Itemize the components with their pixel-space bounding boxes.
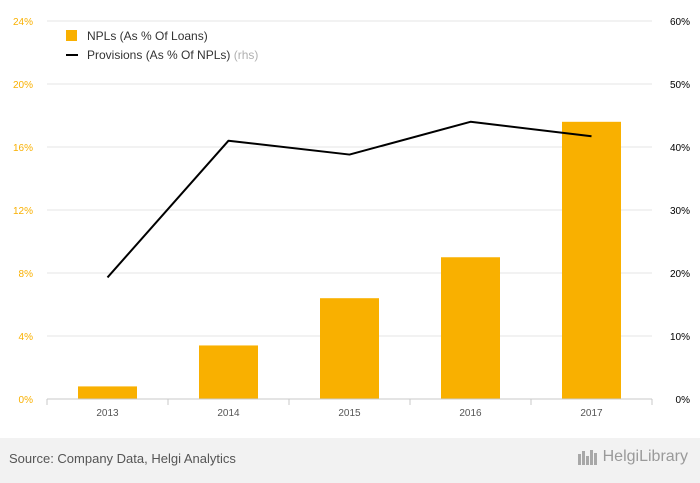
brand-logo: HelgiLibrary: [577, 448, 688, 466]
line-series: [106, 120, 592, 279]
library-icon: [577, 450, 597, 465]
x-tick-label: 2015: [338, 408, 361, 419]
left-axis: 0% 4% 8% 12% 16% 20% 24%: [13, 17, 33, 406]
chart: 0%4%8%12%16%20%24% 0%10%20%30%40%50%60% …: [13, 17, 690, 419]
left-tick-label: 8%: [19, 269, 34, 280]
legend-swatch-npls: [66, 30, 77, 41]
brand-name: HelgiLibrary: [602, 448, 688, 465]
bar: [562, 121, 621, 400]
bar: [441, 257, 500, 399]
right-tick-label: 40%: [670, 143, 690, 154]
bar: [320, 298, 379, 399]
right-tick-label: 50%: [670, 80, 690, 91]
right-tick-label: 30%: [670, 206, 690, 217]
legend-label-npls: NPLs (As % Of Loans): [87, 29, 208, 43]
x-axis: 2013 2014 2015 2016 2017: [46, 398, 653, 419]
bar-series: [78, 121, 621, 400]
x-tick-label: 2013: [96, 408, 119, 419]
x-tick-label: 2016: [459, 408, 482, 419]
left-tick-label: 24%: [13, 17, 33, 28]
right-tick-label: 20%: [670, 269, 690, 280]
footer: Source: Company Data, Helgi Analytics He…: [0, 438, 700, 483]
right-tick-label: 10%: [670, 332, 690, 343]
x-tick-label: 2014: [217, 408, 240, 419]
legend-provisions-name: Provisions (As % Of NPLs): [87, 48, 234, 62]
left-tick-label: 16%: [13, 143, 33, 154]
legend-rhs-note: (rhs): [234, 48, 259, 62]
left-tick-label: 0%: [19, 395, 34, 406]
legend: NPLs (As % Of Loans) Provisions (As % Of …: [66, 29, 258, 62]
right-tick-label: 60%: [670, 17, 690, 28]
source-text: Source: Company Data, Helgi Analytics: [9, 451, 236, 466]
left-tick-label: 12%: [13, 206, 33, 217]
left-tick-label: 4%: [19, 332, 34, 343]
bar: [199, 345, 258, 399]
left-tick-label: 20%: [13, 80, 33, 91]
gridlines: [47, 20, 652, 337]
line-path: [106, 120, 592, 279]
x-tick-label: 2017: [580, 408, 603, 419]
right-axis: 0% 10% 20% 30% 40% 50% 60%: [670, 17, 690, 406]
right-tick-label: 0%: [676, 395, 691, 406]
bar: [78, 386, 137, 399]
legend-label-provisions: Provisions (As % Of NPLs) (rhs): [87, 48, 258, 62]
